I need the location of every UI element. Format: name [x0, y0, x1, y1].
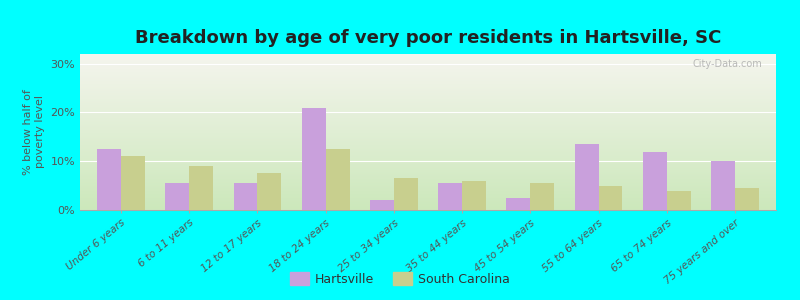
- Bar: [735, 188, 759, 210]
- Bar: [234, 183, 258, 210]
- Bar: [370, 200, 394, 210]
- Bar: [506, 198, 530, 210]
- Bar: [530, 183, 554, 210]
- Bar: [598, 186, 622, 210]
- Bar: [643, 152, 667, 210]
- Bar: [326, 149, 350, 210]
- Bar: [189, 166, 213, 210]
- Bar: [302, 108, 326, 210]
- Bar: [438, 183, 462, 210]
- Bar: [166, 183, 189, 210]
- Text: City-Data.com: City-Data.com: [692, 59, 762, 69]
- Bar: [574, 144, 598, 210]
- Bar: [394, 178, 418, 210]
- Title: Breakdown by age of very poor residents in Hartsville, SC: Breakdown by age of very poor residents …: [135, 29, 721, 47]
- Bar: [97, 149, 121, 210]
- Legend: Hartsville, South Carolina: Hartsville, South Carolina: [285, 267, 515, 291]
- Bar: [711, 161, 735, 210]
- Bar: [667, 190, 690, 210]
- Bar: [121, 156, 145, 210]
- Bar: [462, 181, 486, 210]
- Bar: [258, 173, 282, 210]
- Y-axis label: % below half of
poverty level: % below half of poverty level: [23, 89, 45, 175]
